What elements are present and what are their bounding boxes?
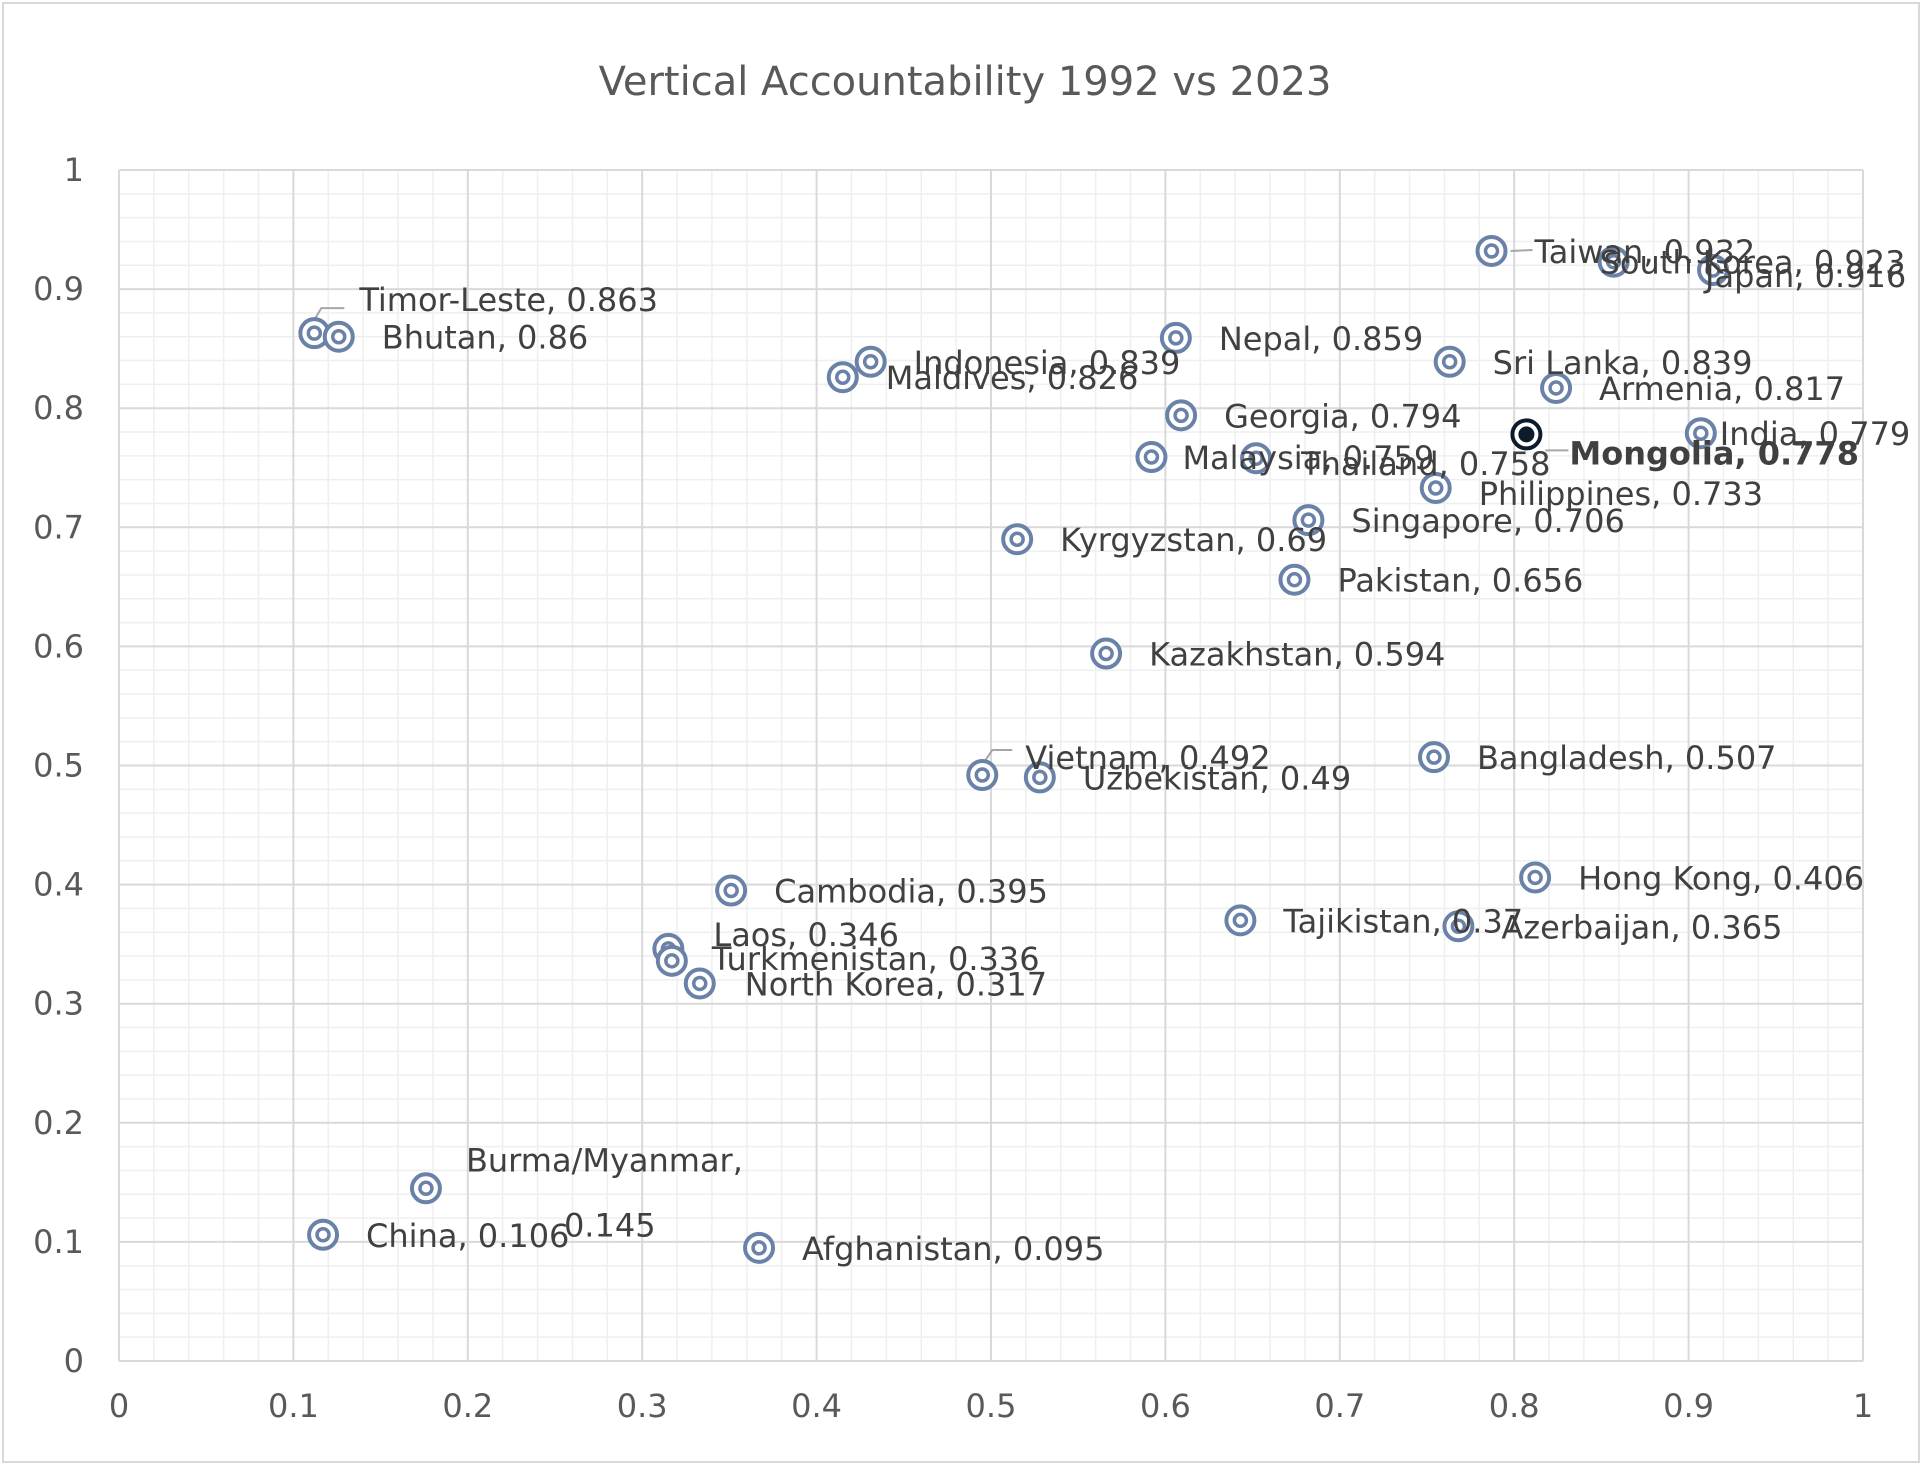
y-tick-label: 0.1 (33, 1223, 84, 1261)
axis-tick-labels: 0 0.1 0.2 0.3 0.4 0.5 0.6 0.7 0.8 0.9 1 0 0.1 0.2 0.3 0… (33, 151, 1873, 1425)
data-label-bangladesh: Bangladesh, 0.507 (1477, 739, 1777, 777)
data-label-maldives: Maldives, 0.826 (886, 359, 1139, 397)
marker-india (1684, 417, 1717, 450)
marker-pakistan (1278, 563, 1311, 596)
marker-japan (1697, 254, 1730, 287)
y-tick-label: 0.2 (33, 1104, 84, 1142)
marker-south-korea (1597, 245, 1630, 278)
data-label-philippines: Philippines, 0.733 (1479, 475, 1763, 513)
data-label-singapore: Singapore, 0.706 (1351, 502, 1624, 540)
marker-philippines (1419, 471, 1452, 504)
marker-singapore (1292, 504, 1325, 537)
data-label-georgia: Georgia, 0.794 (1224, 397, 1461, 435)
marker-kyrgyzstan (1001, 523, 1034, 556)
data-label-burma-myanmar-line2: 0.145 (564, 1206, 656, 1244)
data-label-uzbekistan: Uzbekistan, 0.49 (1083, 759, 1351, 797)
data-label-burma-myanmar: Burma/Myanmar, (466, 1141, 743, 1179)
data-label-kazakhstan: Kazakhstan, 0.594 (1149, 636, 1445, 674)
y-tick-label: 1 (64, 151, 84, 189)
marker-vietnam (966, 759, 999, 792)
marker-bangladesh (1417, 741, 1450, 774)
marker-burma-myanmar (409, 1172, 442, 1205)
data-label-hong-kong: Hong Kong, 0.406 (1578, 859, 1864, 897)
marker-sri-lanka (1433, 345, 1466, 378)
data-label-turkmenistan: Turkmenistan, 0.336 (711, 940, 1040, 978)
marker-north-korea (683, 967, 716, 1000)
marker-maldives (826, 361, 859, 394)
x-tick-label: 0.4 (791, 1387, 842, 1425)
data-label-china: China, 0.106 (366, 1217, 569, 1255)
marker-taiwan (1475, 234, 1508, 267)
marker-bhutan (322, 320, 355, 353)
major-gridlines (118, 169, 1864, 1362)
data-label-afghanistan: Afghanistan, 0.095 (802, 1230, 1104, 1268)
data-label-japan: Japan, 0.916 (1703, 257, 1906, 295)
marker-hong-kong (1519, 861, 1552, 894)
data-label-laos: Laos, 0.346 (713, 916, 899, 954)
marker-uzbekistan (1023, 761, 1056, 794)
marker-kazakhstan (1090, 637, 1123, 670)
data-label-bhutan: Bhutan, 0.86 (382, 319, 589, 357)
y-tick-label: 0.8 (33, 389, 84, 427)
x-tick-label: 0.6 (1140, 1387, 1191, 1425)
marker-tajikistan (1224, 904, 1257, 937)
y-tick-label: 0.6 (33, 627, 84, 665)
data-label-thailand: Thailand, 0.758 (1300, 445, 1550, 483)
y-tick-label: 0.9 (33, 270, 84, 308)
data-label-south-korea: South Korea, 0.923 (1600, 244, 1906, 282)
data-label-india: India, 0.779 (1720, 415, 1910, 453)
data-label-vietnam: Vietnam, 0.492 (1025, 739, 1270, 777)
x-tick-label: 1 (1853, 1387, 1873, 1425)
x-tick-label: 0.1 (268, 1387, 319, 1425)
chart-title: Vertical Accountability 1992 vs 2023 (599, 59, 1332, 105)
data-label-malaysia: Malaysia, 0.759 (1182, 439, 1434, 477)
marker-nepal (1159, 321, 1192, 354)
data-label-taiwan: Taiwan, 0.932 (1534, 233, 1756, 271)
data-label-nepal: Nepal, 0.859 (1219, 320, 1423, 358)
marker-malaysia (1135, 441, 1168, 474)
data-label-timor-leste: Timor-Leste, 0.863 (358, 281, 658, 319)
marker-indonesia (854, 345, 887, 378)
data-label-cambodia: Cambodia, 0.395 (774, 873, 1048, 911)
data-label-indonesia: Indonesia, 0.839 (914, 344, 1181, 382)
marker-armenia (1540, 371, 1573, 404)
marker-thailand (1240, 442, 1273, 475)
x-tick-label: 0.5 (966, 1387, 1017, 1425)
data-label-mongolia: Mongolia, 0.778 (1569, 434, 1859, 472)
x-tick-label: 0.8 (1489, 1387, 1540, 1425)
data-markers (298, 234, 1730, 1264)
marker-turkmenistan (655, 944, 688, 977)
x-tick-label: 0.9 (1663, 1387, 1714, 1425)
y-tick-label: 0.4 (33, 866, 84, 904)
x-tick-label: 0 (109, 1387, 129, 1425)
marker-mongolia (1510, 418, 1543, 451)
data-label-tajikistan: Tajikistan, 0.37 (1282, 902, 1523, 940)
data-label-azerbaijan: Azerbaijan, 0.365 (1501, 908, 1782, 946)
marker-afghanistan (743, 1231, 776, 1264)
data-label-sri-lanka: Sri Lanka, 0.839 (1493, 344, 1753, 382)
marker-cambodia (715, 874, 748, 907)
data-label-kyrgyzstan: Kyrgyzstan, 0.69 (1060, 521, 1327, 559)
data-label-armenia: Armenia, 0.817 (1599, 370, 1845, 408)
y-tick-label: 0.7 (33, 508, 84, 546)
x-tick-label: 0.7 (1314, 1387, 1365, 1425)
data-label-north-korea: North Korea, 0.317 (745, 965, 1047, 1003)
x-tick-label: 0.3 (617, 1387, 668, 1425)
data-label-pakistan: Pakistan, 0.656 (1337, 562, 1583, 600)
marker-georgia (1165, 399, 1198, 432)
y-tick-label: 0.5 (33, 747, 84, 785)
y-tick-label: 0 (64, 1342, 84, 1380)
marker-azerbaijan (1442, 910, 1475, 943)
scatter-chart: Vertical Accountability 1992 vs 2023 0 0.… (33, 59, 1910, 1425)
marker-china (307, 1218, 340, 1251)
x-tick-label: 0.2 (442, 1387, 493, 1425)
leader-line-taiwan (1510, 248, 1533, 252)
y-tick-label: 0.3 (33, 985, 84, 1023)
